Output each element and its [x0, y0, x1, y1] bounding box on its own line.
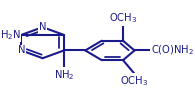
- Text: N: N: [18, 45, 25, 55]
- Text: H$_2$N: H$_2$N: [0, 28, 21, 42]
- Text: NH$_2$: NH$_2$: [54, 68, 74, 82]
- Text: C(O)NH$_2$: C(O)NH$_2$: [151, 44, 194, 57]
- Text: OCH$_3$: OCH$_3$: [109, 11, 137, 25]
- Text: OCH$_3$: OCH$_3$: [120, 74, 149, 87]
- Text: N: N: [39, 22, 46, 32]
